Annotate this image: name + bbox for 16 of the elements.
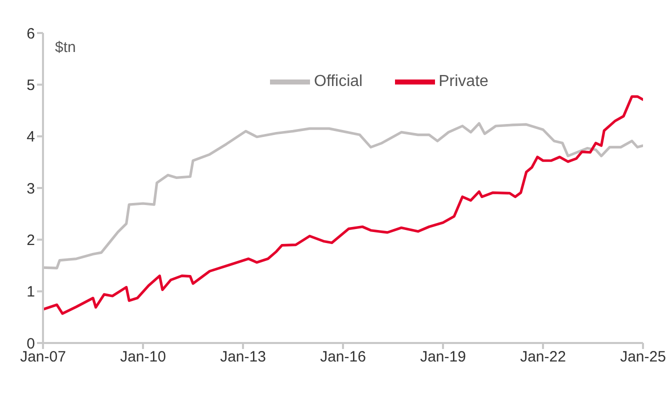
y-tick-label: 5 <box>26 76 35 94</box>
x-tick-label: Jan-22 <box>520 348 566 366</box>
x-tick-label: Jan-16 <box>320 348 366 366</box>
y-tick-label: 6 <box>26 25 35 42</box>
y-tick-label: 2 <box>26 232 35 249</box>
legend-label: Official <box>314 73 363 90</box>
y-axis-title: $tn <box>55 39 76 56</box>
x-tick-label: Jan-19 <box>420 348 466 366</box>
legend-label: Private <box>438 73 488 90</box>
x-tick-label: Jan-25 <box>620 348 666 366</box>
line-series <box>43 95 643 315</box>
y-tick-label: 3 <box>26 180 35 198</box>
x-tick-label: Jan-13 <box>220 348 266 366</box>
y-tick-label: 1 <box>26 284 35 301</box>
y-tick-label: 4 <box>26 128 35 146</box>
x-tick-label: Jan-10 <box>120 348 166 366</box>
